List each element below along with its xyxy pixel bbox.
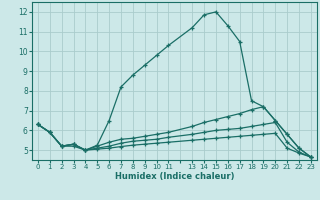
X-axis label: Humidex (Indice chaleur): Humidex (Indice chaleur): [115, 172, 234, 181]
